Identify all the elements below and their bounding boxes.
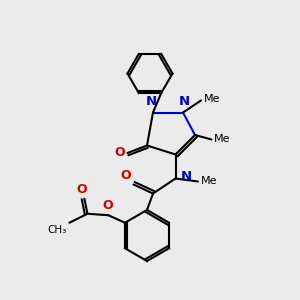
Text: N: N — [181, 170, 192, 184]
Text: O: O — [77, 183, 87, 196]
Text: N: N — [146, 95, 157, 108]
Text: O: O — [120, 169, 130, 182]
Text: Me: Me — [203, 94, 220, 104]
Text: CH₃: CH₃ — [48, 225, 67, 235]
Text: Me: Me — [200, 176, 217, 187]
Text: N: N — [179, 95, 190, 108]
Text: O: O — [115, 146, 125, 160]
Text: Me: Me — [214, 134, 230, 145]
Text: O: O — [103, 199, 113, 212]
